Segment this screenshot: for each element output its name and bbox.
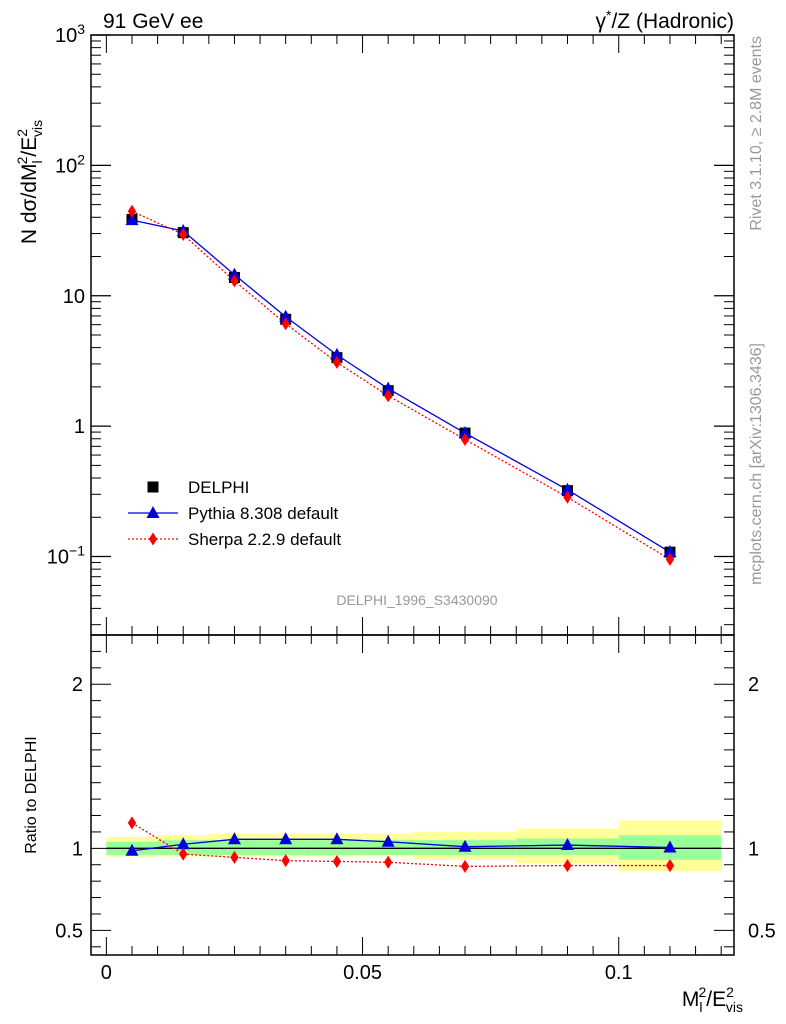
svg-text:Ml2/E2vis: Ml2/E2 vis [682,984,743,1015]
main-marks-group [125,204,677,566]
ratio-sherpa-point [383,855,393,869]
legend-pythia-marker [146,506,160,518]
main-y-tick-label: 10−1 [47,543,85,569]
ratio-pythia-point [458,839,472,852]
ratio-sherpa-point [281,854,290,868]
x-axis-label: Ml2/E2 vis [682,984,743,1015]
x-tick-label: 0.1 [605,962,633,984]
ratio-sherpa-point [179,847,188,861]
watermark: DELPHI_1996_S3430090 [336,592,497,608]
ratio-pythia-point [279,832,293,845]
ratio-plot-frame [90,634,735,956]
pythia-point [560,482,574,495]
pythia-point [227,267,241,280]
ratio-pythia-point [227,832,241,845]
svg-text:γ*/Z (Hadronic): γ*/Z (Hadronic) [596,7,734,33]
pythia-point [663,545,677,558]
ratio-uncertainty-bands [106,820,722,872]
ratio-y-tick-label-right: 2 [748,674,759,696]
legend-sherpa-label: Sherpa 2.2.9 default [188,530,341,549]
sherpa-point [383,389,393,403]
ratio-marks-group [125,816,677,873]
ratio-y-tick-label-right: 1 [748,838,759,860]
x-tick-label: 0 [101,962,112,984]
main-axes-group: 10−1 1 10 102 103 [47,21,734,635]
x-tick-label: 0.05 [343,962,382,984]
ratio-band-inner [208,840,261,855]
sherpa-point [332,355,342,369]
legend: DELPHI Pythia 8.308 default Sherpa 2.2.9 d… [128,478,341,549]
ratio-band-inner [362,840,414,855]
ratio-y-axis-label: Ratio to DELPHI [23,736,40,853]
main-y-tick-label: 1 [74,416,85,438]
pythia-point [381,381,395,394]
legend-delphi-label: DELPHI [188,478,249,497]
side-text-bottom: mcplots.cern.ch [arXiv:1306.3436] [748,343,765,585]
ratio-pythia-point [176,837,190,850]
main-y-tick-label: 10 [63,286,85,308]
pythia-point [330,347,344,360]
pythia-point [279,309,293,322]
legend-delphi-marker [147,481,159,493]
header-left: 91 GeV ee [103,10,203,33]
ratio-sherpa-point [665,859,675,873]
ratio-pythia-point [330,832,344,845]
sherpa-point [281,317,290,331]
ratio-pythia-point [560,838,574,851]
ratio-y-tick-label: 1 [72,838,83,860]
pythia-line [131,219,671,553]
ratio-sherpa-point [127,816,137,830]
ratio-plot-panel: 0.5 0.5 1 1 2 2 0 0.05 0.1 [55,634,776,984]
side-text-top: Rivet 3.1.10, ≥ 2.8M events [748,36,765,231]
legend-pythia-label: Pythia 8.308 default [188,504,339,523]
pythia-point [458,426,472,439]
ratio-band-inner [311,840,363,855]
ratio-band-inner [260,840,312,855]
sherpa-point [563,490,572,504]
ratio-sherpa-point [332,854,342,868]
legend-sherpa-marker [148,532,158,546]
ratio-y-tick-label-right: 0.5 [748,920,776,942]
ratio-pythia-point [381,834,395,847]
ratio-sherpa-point [460,859,470,873]
ratio-y-tick-label: 2 [72,674,83,696]
sherpa-point [665,552,675,566]
sherpa-point [460,432,470,446]
svg-text:N dσ/dMl2/E2vis: N dσ/dMl2/E2vis [14,120,45,244]
ratio-axes-group: 0.5 0.5 1 1 2 2 0 0.05 0.1 [55,635,776,984]
ratio-sherpa-point [230,850,239,864]
main-plot-panel: 10−1 1 10 102 103 DELPHI_1996_S3430090 [47,21,735,636]
ratio-pythia-point [663,840,677,853]
main-y-tick-label: 102 [55,151,85,177]
sherpa-point [127,204,137,218]
main-y-tick-label: 103 [55,21,85,47]
ratio-pythia-point [125,843,139,856]
ratio-y-tick-label: 0.5 [55,920,83,942]
ratio-sherpa-point [563,859,572,873]
main-y-axis-label: N dσ/dMl2/E2vis [14,120,45,244]
sherpa-point [230,274,239,288]
sherpa-point [179,227,188,241]
header-right: γ*/Z (Hadronic) [596,7,734,33]
pythia-point [125,213,139,226]
